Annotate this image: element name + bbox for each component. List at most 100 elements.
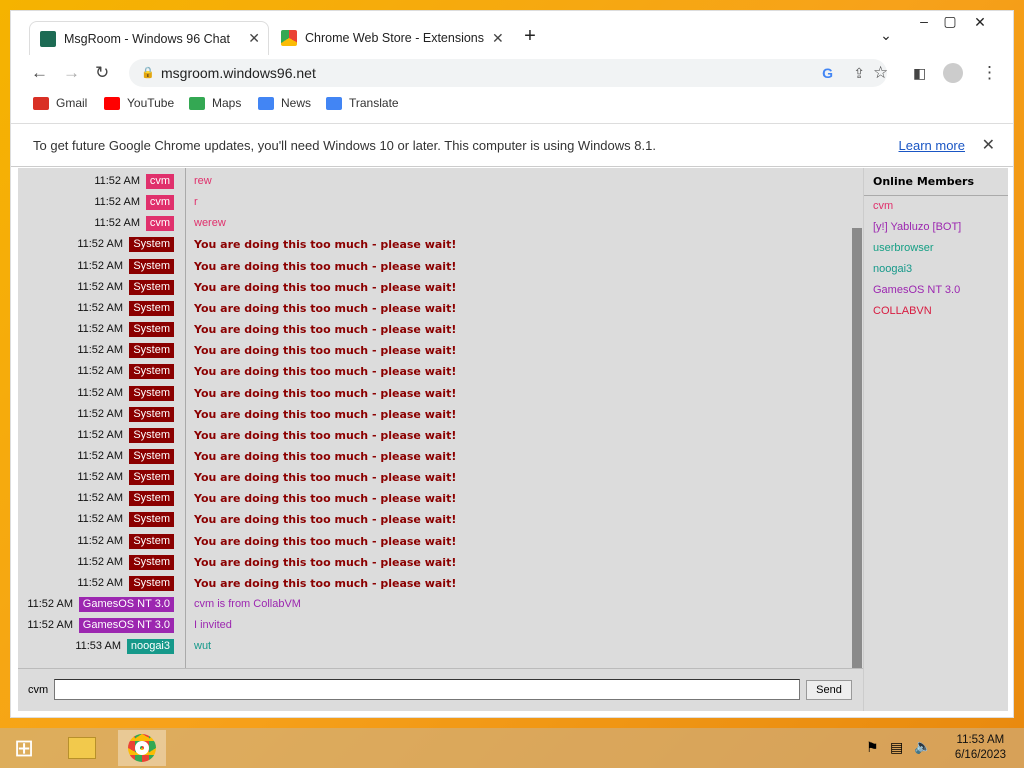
timestamp: 11:53 AM: [75, 640, 121, 653]
bookmark-label: Translate: [349, 96, 399, 110]
timestamp: 11:52 AM: [77, 471, 123, 484]
timestamp: 11:52 AM: [77, 407, 123, 420]
news-icon: [258, 96, 274, 110]
chat-message: 11:52 AM cvm werew: [18, 213, 852, 234]
username-badge[interactable]: cvm: [145, 174, 174, 189]
taskbar: ⊞ ⚑ ▤ 🔈 11:53 AM 6/16/2023: [0, 728, 1024, 768]
close-window-button[interactable]: ✕: [974, 14, 986, 30]
chat-message: 11:52 AM System You are doing this too muc…: [18, 552, 852, 573]
message-text: I invited: [194, 619, 232, 632]
share-icon[interactable]: ⇪: [853, 65, 865, 81]
tab-search-chevron-icon[interactable]: ⌄: [880, 27, 892, 43]
username-badge[interactable]: System: [129, 258, 174, 274]
timestamp: 11:52 AM: [77, 555, 123, 568]
member-item[interactable]: GamesOS NT 3.0: [873, 284, 961, 296]
tab-title: Chrome Web Store - Extensions: [305, 31, 485, 45]
network-icon[interactable]: ▤: [890, 739, 904, 755]
username-badge[interactable]: System: [129, 300, 174, 316]
bookmark-maps[interactable]: Maps: [189, 91, 241, 115]
chrome-taskbar-button[interactable]: [118, 730, 166, 766]
bookmark-youtube[interactable]: YouTube: [104, 91, 174, 115]
clock[interactable]: 11:53 AM 6/16/2023: [955, 733, 1006, 763]
username-badge[interactable]: System: [129, 385, 174, 401]
member-item[interactable]: [y!] Yabluzo [BOT]: [873, 221, 962, 233]
username-badge[interactable]: System: [129, 237, 174, 253]
username-badge[interactable]: System: [129, 427, 174, 443]
username-badge[interactable]: cvm: [145, 216, 174, 232]
username-badge[interactable]: System: [129, 575, 174, 591]
close-infobar-icon[interactable]: ✕: [981, 137, 995, 154]
chat-message: 11:52 AM System You are doing this too muc…: [18, 467, 852, 488]
tab-webstore[interactable]: Chrome Web Store - Extensions ✕: [271, 21, 509, 55]
username-badge[interactable]: System: [129, 448, 174, 464]
menu-icon[interactable]: ⋮: [981, 63, 998, 82]
forward-button[interactable]: →: [63, 63, 80, 82]
current-username: cvm: [28, 684, 49, 696]
minimize-button[interactable]: –: [920, 13, 928, 29]
chat-message: 11:52 AM GamesOS NT 3.0 I invited: [18, 615, 852, 636]
username-badge[interactable]: System: [129, 554, 174, 570]
scrollbar-thumb[interactable]: [852, 228, 862, 668]
chat-message: 11:52 AM System You are doing this too muc…: [18, 256, 852, 277]
timestamp: 11:52 AM: [77, 492, 123, 505]
username-badge[interactable]: System: [129, 533, 174, 549]
maximize-button[interactable]: ▢: [943, 13, 957, 29]
member-item[interactable]: COLLABVN: [873, 305, 932, 317]
timestamp: 11:52 AM: [77, 513, 123, 526]
timestamp: 11:52 AM: [77, 259, 123, 272]
member-item[interactable]: cvm: [873, 200, 894, 212]
chat-message: 11:52 AM System You are doing this too muc…: [18, 425, 852, 446]
member-item[interactable]: userbrowser: [873, 242, 934, 254]
address-bar[interactable]: 🔒 msgroom.windows96.net G ⇪: [129, 59, 887, 87]
tab-msgroom[interactable]: MsgRoom - Windows 96 Chat ✕: [29, 21, 269, 55]
timestamp: 11:52 AM: [77, 323, 123, 336]
username-badge[interactable]: System: [129, 470, 174, 486]
message-text: You are doing this too much - please wai…: [194, 365, 457, 379]
side-panel-icon[interactable]: ◧: [913, 65, 927, 81]
message-text: You are doing this too much - please wai…: [194, 323, 457, 337]
chat-message: 11:52 AM System You are doing this too muc…: [18, 446, 852, 467]
bookmark-star-icon[interactable]: ☆: [873, 63, 889, 82]
username-badge[interactable]: System: [129, 279, 174, 295]
chat-message: 11:52 AM System You are doing this too muc…: [18, 319, 852, 340]
bookmark-news[interactable]: News: [258, 91, 311, 115]
username-badge[interactable]: cvm: [145, 195, 174, 211]
chat-message: 11:52 AM System You are doing this too muc…: [18, 361, 852, 382]
tab-bar: MsgRoom - Windows 96 Chat ✕ Chrome Web S…: [11, 11, 1013, 55]
flag-icon[interactable]: ⚑: [866, 739, 879, 755]
back-button[interactable]: ←: [31, 63, 48, 82]
profile-avatar[interactable]: [943, 63, 963, 83]
message-text: You are doing this too much - please wai…: [194, 344, 457, 358]
volume-icon[interactable]: 🔈: [914, 738, 932, 754]
reload-button[interactable]: ↻: [95, 63, 110, 82]
timestamp: 11:52 AM: [94, 217, 140, 230]
message-text: rew: [194, 175, 212, 187]
new-tab-button[interactable]: +: [524, 25, 536, 47]
username-badge[interactable]: System: [129, 491, 174, 507]
google-icon[interactable]: G: [822, 65, 833, 81]
close-tab-icon[interactable]: ✕: [248, 30, 260, 46]
learn-more-link[interactable]: Learn more: [898, 138, 965, 153]
file-explorer-button[interactable]: [58, 730, 106, 766]
username-badge[interactable]: noogai3: [126, 639, 174, 655]
start-button[interactable]: ⊞: [0, 730, 48, 766]
send-button[interactable]: Send: [806, 680, 852, 700]
message-text: You are doing this too much - please wai…: [194, 534, 457, 548]
username-badge[interactable]: GamesOS NT 3.0: [78, 618, 174, 634]
username-badge[interactable]: System: [129, 406, 174, 422]
username-badge[interactable]: System: [129, 364, 174, 380]
lock-icon: 🔒: [141, 67, 155, 79]
close-tab-icon[interactable]: ✕: [492, 29, 504, 46]
username-badge[interactable]: System: [129, 322, 174, 338]
username-badge[interactable]: System: [129, 343, 174, 359]
message-input[interactable]: [54, 679, 800, 700]
bookmark-translate[interactable]: Translate: [326, 91, 399, 115]
username-badge[interactable]: System: [129, 512, 174, 528]
bookmark-gmail[interactable]: Gmail: [33, 91, 87, 115]
message-text: r: [194, 196, 198, 209]
message-text: You are doing this too much - please wai…: [194, 576, 457, 590]
username-badge[interactable]: GamesOS NT 3.0: [78, 597, 174, 612]
message-text: You are doing this too much - please wai…: [194, 428, 457, 442]
clock-date: 6/16/2023: [954, 749, 1006, 761]
member-item[interactable]: noogai3: [873, 263, 913, 275]
